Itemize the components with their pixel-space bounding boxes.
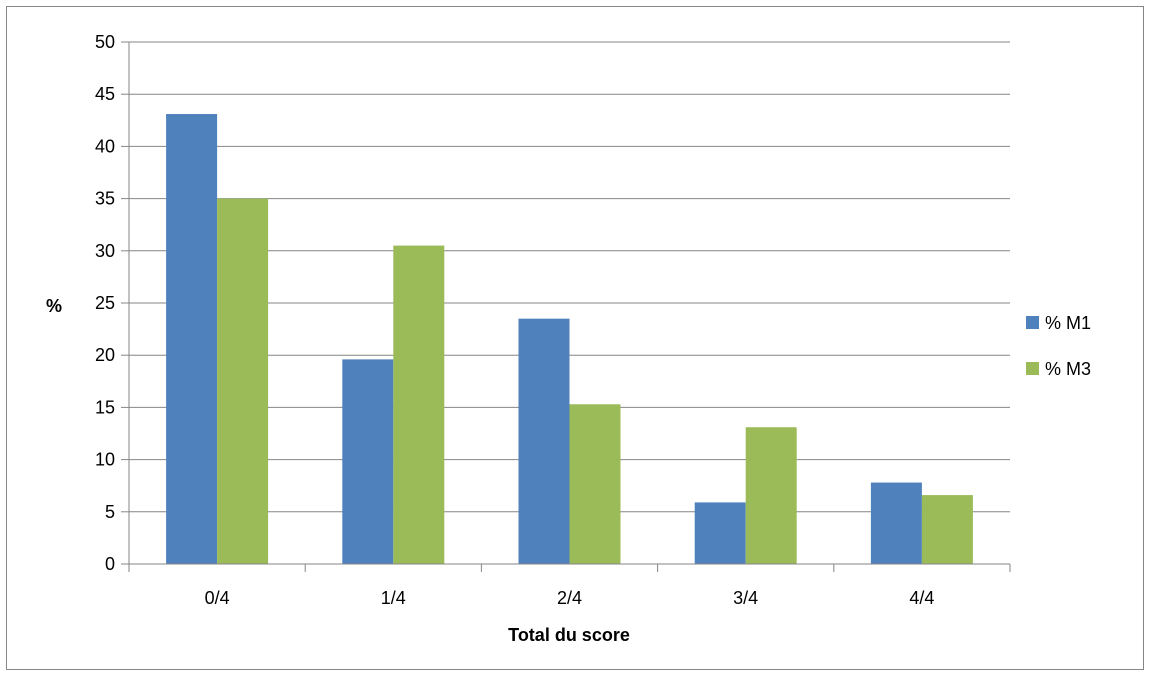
bar-m3 [217, 198, 269, 564]
y-tick-label: 5 [105, 502, 115, 522]
bar-m1 [694, 502, 746, 564]
y-axis-title: % [46, 296, 62, 316]
axes [121, 41, 1011, 572]
y-tick-label: 0 [105, 554, 115, 574]
bars [166, 114, 973, 564]
bar-m1 [870, 482, 922, 564]
tick-labels: 0 5 10 15 20 25 30 35 40 45 50 0/4 1/4 2/4 3/4 4/4 [95, 32, 934, 608]
y-tick-label: 45 [95, 84, 115, 104]
bar-m3 [921, 495, 973, 564]
y-tick-label: 35 [95, 189, 115, 209]
bar-m3 [393, 245, 445, 564]
legend-label: % M1 [1045, 313, 1091, 333]
y-tick-label: 10 [95, 450, 115, 470]
y-tick-label: 25 [95, 293, 115, 313]
x-tick-label: 4/4 [909, 588, 934, 608]
bar-m1 [518, 318, 570, 564]
gridlines [129, 41, 1010, 513]
legend: % M1 % M3 [1026, 313, 1091, 379]
x-tick-label: 0/4 [205, 588, 230, 608]
bar-m1 [342, 359, 394, 564]
x-tick-label: 3/4 [733, 588, 758, 608]
bar-m3 [569, 404, 621, 564]
x-tick-label: 1/4 [381, 588, 406, 608]
y-tick-label: 20 [95, 345, 115, 365]
x-tick-label: 2/4 [557, 588, 582, 608]
y-tick-label: 40 [95, 136, 115, 156]
x-axis-title: Total du score [508, 625, 630, 645]
bar-m3 [745, 427, 797, 564]
y-tick-label: 15 [95, 397, 115, 417]
bar-m1 [166, 114, 218, 564]
y-tick-label: 30 [95, 241, 115, 261]
legend-swatch [1026, 362, 1039, 375]
legend-swatch [1026, 316, 1039, 329]
y-tick-label: 50 [95, 32, 115, 52]
legend-label: % M3 [1045, 359, 1091, 379]
